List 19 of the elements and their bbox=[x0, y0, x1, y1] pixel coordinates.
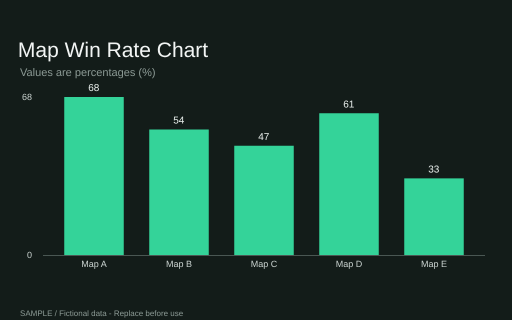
y-tick-label: 0 bbox=[26, 250, 32, 260]
x-tick-label: Map C bbox=[250, 258, 278, 269]
data-label: 47 bbox=[258, 132, 270, 143]
chart-subtitle: Values are percentages (%) bbox=[20, 67, 156, 79]
text: SAMPLE / Fictional data - Replace before use bbox=[20, 309, 184, 318]
bar bbox=[149, 130, 209, 255]
bar bbox=[64, 97, 124, 255]
x-tick-label: Map E bbox=[420, 258, 448, 269]
data-label: 33 bbox=[428, 164, 440, 176]
data-label: 61 bbox=[343, 99, 355, 110]
x-tick-label: Map A bbox=[81, 258, 107, 269]
x-tick-label: Map D bbox=[336, 258, 363, 269]
bar bbox=[234, 146, 294, 255]
bar bbox=[404, 178, 464, 255]
data-label: 68 bbox=[88, 83, 100, 94]
bar bbox=[319, 113, 379, 255]
chart-title: Map Win Rate Chart bbox=[18, 38, 208, 62]
data-label: 54 bbox=[173, 116, 185, 127]
x-tick-label: Map B bbox=[166, 258, 192, 269]
